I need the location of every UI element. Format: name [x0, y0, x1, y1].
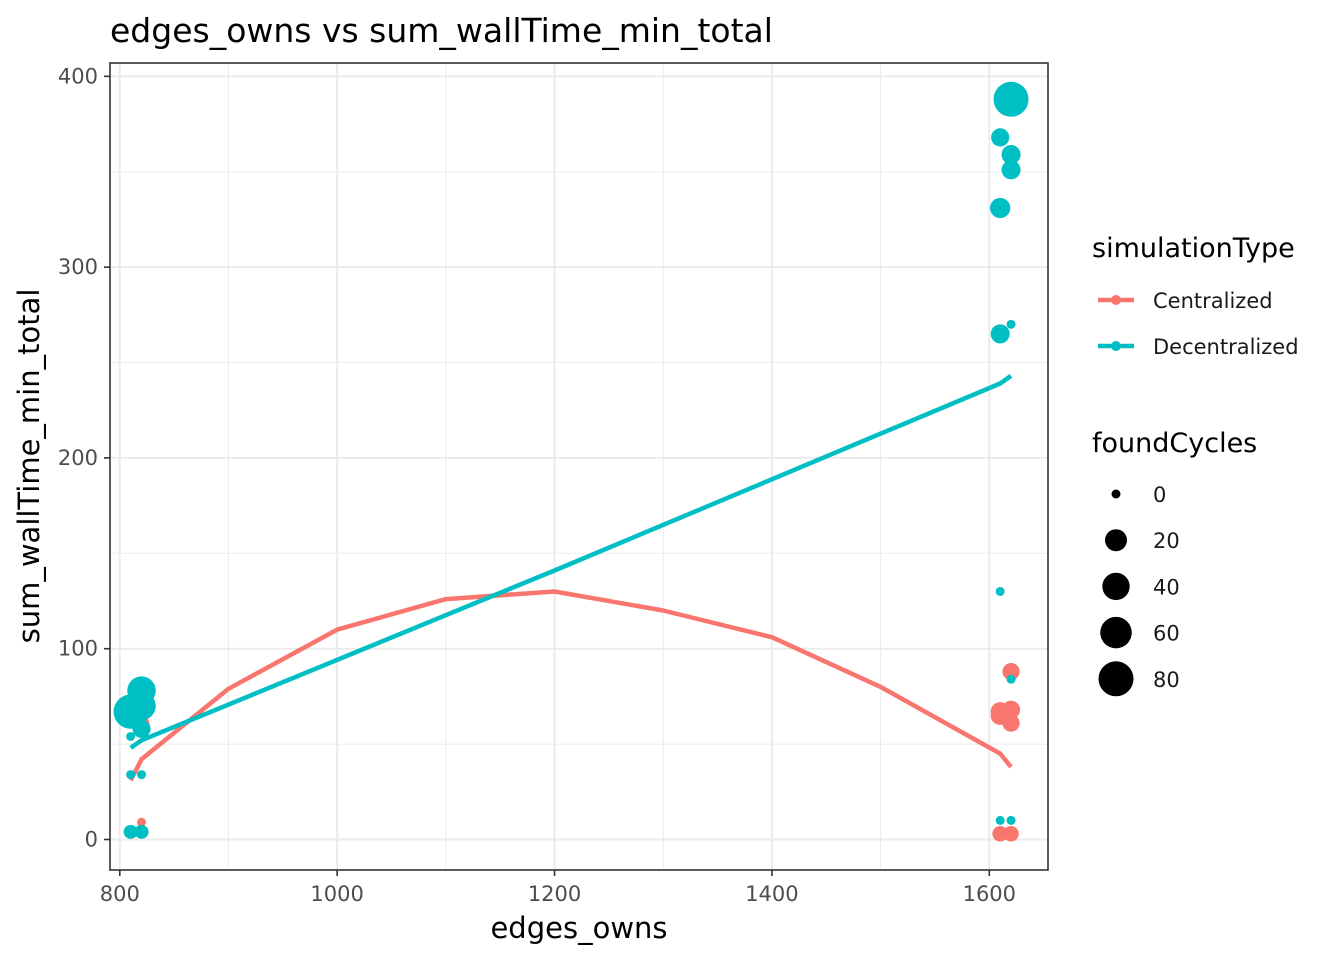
data-point: [993, 81, 1029, 117]
data-point: [1006, 674, 1016, 684]
data-point: [1001, 160, 1021, 180]
size-legend-label: 80: [1153, 668, 1180, 692]
size-legend-key: [1100, 616, 1132, 649]
size-legend-key: [1105, 529, 1127, 552]
data-point: [991, 128, 1010, 147]
trend-line: [128, 589, 1013, 782]
data-point: [126, 770, 136, 780]
data-point: [134, 824, 149, 839]
size-legend-title: foundCycles: [1092, 428, 1257, 459]
data-point: [990, 197, 1011, 219]
data-point: [990, 324, 1010, 344]
trend-line: [129, 374, 1013, 750]
data-point: [995, 586, 1005, 596]
data-point: [1001, 145, 1021, 165]
data-point: [1006, 815, 1016, 825]
x-tick-label: 1600: [963, 882, 1016, 906]
x-tick-label: 800: [100, 882, 140, 906]
color-legend-title: simulationType: [1092, 233, 1295, 264]
y-tick-label: 400: [58, 64, 98, 88]
size-legend-key: [1102, 572, 1130, 601]
data-point: [127, 676, 156, 705]
data-point: [123, 824, 138, 839]
size-legend: foundCycles 0 20 40 60 80: [1092, 428, 1257, 697]
x-tick-label: 1200: [528, 882, 581, 906]
legend-key-point: [1111, 341, 1121, 351]
y-axis-title: sum_wallTime_min_total: [12, 289, 46, 644]
legend-label: Decentralized: [1153, 335, 1299, 359]
minor-gridlines: [110, 63, 1048, 870]
data-point: [137, 770, 147, 780]
data-point: [1003, 826, 1019, 842]
x-tick-label: 1000: [310, 882, 363, 906]
x-tick-label: 1400: [745, 882, 798, 906]
size-legend-label: 40: [1153, 575, 1180, 599]
y-axis-ticks: 0 100 200 300 400: [58, 64, 110, 851]
x-axis-ticks: 800 1000 1200 1400 1600: [100, 870, 1016, 906]
data-point: [992, 826, 1008, 842]
data-point: [1006, 319, 1016, 329]
chart-title: edges_owns vs sum_wallTime_min_total: [110, 11, 773, 50]
data-point: [1002, 714, 1020, 732]
plot-panel-border: [109, 62, 1049, 871]
legend-key-point: [1111, 295, 1121, 305]
data-point: [132, 719, 151, 738]
plot-background: [110, 63, 1048, 870]
y-tick-label: 200: [58, 446, 98, 470]
data-point: [137, 817, 147, 827]
legend-label: Centralized: [1153, 289, 1273, 313]
major-gridlines: [110, 63, 1048, 870]
y-tick-label: 300: [58, 255, 98, 279]
data-point: [995, 815, 1005, 825]
size-legend-label: 20: [1153, 529, 1180, 553]
data-point: [1002, 662, 1020, 681]
data-points: [113, 81, 1029, 842]
size-legend-label: 0: [1153, 483, 1166, 507]
data-point: [126, 731, 136, 741]
color-legend: simulationType Centralized Decentralized: [1092, 233, 1299, 359]
x-axis-title: edges_owns: [490, 911, 667, 945]
trend-lines: [128, 374, 1013, 782]
y-tick-label: 100: [58, 637, 98, 661]
size-legend-key: [1111, 489, 1121, 499]
size-legend-key: [1098, 661, 1134, 697]
size-legend-label: 60: [1153, 622, 1180, 646]
data-point: [1001, 700, 1021, 719]
y-tick-label: 0: [85, 827, 98, 851]
